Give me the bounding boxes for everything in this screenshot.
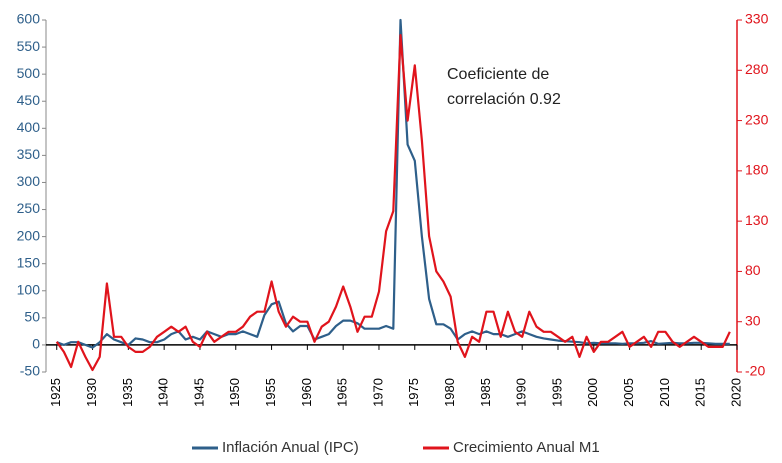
y-tick-label: -50 (20, 363, 40, 379)
y-tick-label: 350 (17, 146, 41, 162)
x-tick-label: 1940 (156, 378, 171, 407)
x-tick-label: 1990 (514, 378, 529, 407)
y-tick-label: 0 (32, 336, 40, 352)
x-tick-label: 2020 (728, 378, 743, 407)
y-tick-label: 150 (17, 254, 41, 270)
x-tick-label: 1955 (263, 378, 278, 407)
y2-tick-label: 330 (745, 11, 769, 27)
y-tick-label: 400 (17, 119, 41, 135)
series-line (55, 34, 731, 372)
y-tick-label: 600 (17, 11, 41, 27)
x-tick-label: 2010 (657, 378, 672, 407)
x-tick-label: 2000 (585, 378, 600, 407)
x-tick-label: 1960 (299, 378, 314, 407)
x-tick-label: 1930 (84, 378, 99, 407)
y2-tick-label: 180 (745, 162, 769, 178)
x-tick-label: 1970 (370, 378, 385, 407)
x-tick-label: 1985 (478, 378, 493, 407)
x-tick-label: 2005 (621, 378, 636, 407)
series-line (56, 18, 730, 349)
y2-tick-label: 280 (745, 61, 769, 77)
y2-tick-label: 30 (745, 312, 761, 328)
y-tick-label: 250 (17, 200, 41, 216)
x-tick-label: 1980 (442, 378, 457, 407)
annotation: Coeficiente de (447, 66, 549, 83)
y2-tick-label: 130 (745, 212, 769, 228)
legend-label: Crecimiento Anual M1 (453, 439, 600, 456)
y-tick-label: 100 (17, 281, 41, 297)
y-tick-label: 200 (17, 227, 41, 243)
x-tick-label: 1945 (191, 378, 206, 407)
legend-label: Inflación Anual (IPC) (222, 439, 359, 456)
annotation: correlación 0.92 (447, 91, 561, 108)
x-tick-label: 1925 (48, 378, 63, 407)
y-tick-label: 300 (17, 173, 41, 189)
x-tick-label: 1995 (549, 378, 564, 407)
x-tick-label: 2015 (693, 378, 708, 407)
y-tick-label: 450 (17, 92, 41, 108)
x-tick-label: 1965 (335, 378, 350, 407)
y-tick-label: 50 (24, 309, 40, 325)
y2-tick-label: 80 (745, 262, 761, 278)
x-tick-label: 1975 (406, 378, 421, 407)
y2-tick-label: 230 (745, 111, 769, 127)
x-tick-label: 1935 (120, 378, 135, 407)
y-tick-label: 550 (17, 38, 41, 54)
x-tick-label: 1950 (227, 378, 242, 407)
y-tick-label: 500 (17, 65, 41, 81)
y2-tick-label: -20 (745, 363, 765, 379)
